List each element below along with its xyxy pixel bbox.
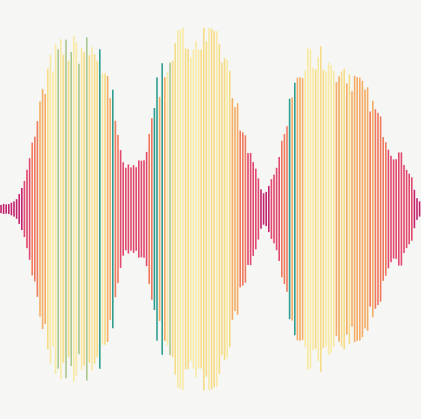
page: (() => { const data = JSON.parse(documen… [0, 0, 421, 419]
background [0, 0, 421, 419]
waveform-illustration [0, 0, 421, 419]
